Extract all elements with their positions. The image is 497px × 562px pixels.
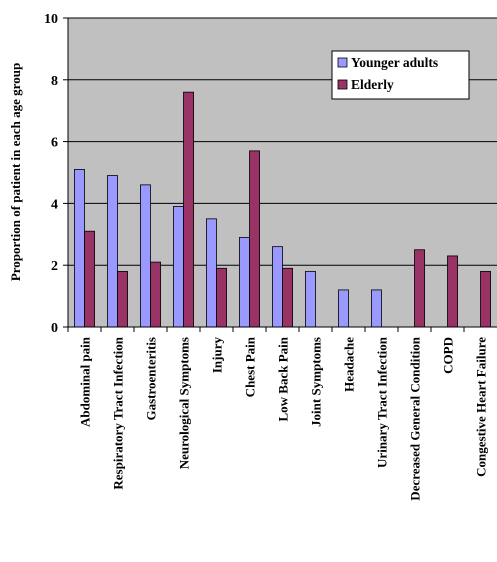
bar-elderly xyxy=(150,261,161,328)
y-tick-label: 8 xyxy=(51,74,58,89)
legend: Younger adults Elderly xyxy=(331,50,470,100)
y-tick-label: 10 xyxy=(44,12,58,27)
bar-elderly xyxy=(282,267,293,328)
bar-younger-adults xyxy=(173,206,184,328)
y-tick-label: 4 xyxy=(51,197,58,212)
bar-elderly xyxy=(117,270,128,328)
bar-elderly xyxy=(249,150,260,328)
x-axis-category-labels: Abdominal pain Respiratory Tract Infectio… xyxy=(67,327,489,501)
bar-elderly xyxy=(183,91,194,328)
x-category-label: Joint Symptoms xyxy=(309,337,324,427)
legend-box xyxy=(331,50,470,100)
bar-elderly xyxy=(447,255,458,328)
bar-younger-adults xyxy=(338,289,349,328)
bar-elderly xyxy=(480,270,491,328)
bar-younger-adults xyxy=(107,175,118,328)
bar-elderly xyxy=(216,267,227,328)
x-category-label: Gastroenteritis xyxy=(144,337,159,421)
x-category-label: Injury xyxy=(210,337,225,374)
y-axis-ticks: 0 2 4 6 8 10 xyxy=(44,12,68,336)
gridlines xyxy=(68,17,497,266)
legend-label-younger-adults: Younger adults xyxy=(351,55,438,70)
x-category-label: Congestive Heart Failure xyxy=(474,337,489,477)
x-category-label: Respiratory Tract Infection xyxy=(111,336,126,489)
x-category-label: COPD xyxy=(441,337,456,374)
y-axis-label: Proportion of patient in each age group xyxy=(8,63,23,281)
bar-elderly xyxy=(84,230,95,328)
bar-elderly xyxy=(414,249,425,328)
legend-swatch-elderly xyxy=(337,79,348,90)
x-category-label: Chest Pain xyxy=(243,336,258,397)
y-tick-label: 6 xyxy=(51,136,58,151)
bar-younger-adults xyxy=(206,218,217,328)
x-category-label: Headache xyxy=(342,337,357,392)
bar-younger-adults xyxy=(371,289,382,328)
bar-younger-adults xyxy=(239,236,250,328)
bar-younger-adults xyxy=(140,184,151,328)
legend-label-elderly: Elderly xyxy=(351,77,394,92)
x-category-label: Low Back Pain xyxy=(276,336,291,421)
y-tick-label: 2 xyxy=(51,259,58,274)
x-category-label: Neurological Symptoms xyxy=(177,337,192,469)
legend-swatch-younger-adults xyxy=(337,57,348,68)
bar-younger-adults xyxy=(74,169,85,328)
x-category-label: Decreased General Condition xyxy=(408,336,423,500)
x-category-label: Abdominal pain xyxy=(78,336,93,427)
bar-younger-adults xyxy=(272,246,283,328)
bar-younger-adults xyxy=(305,270,316,328)
y-tick-label: 0 xyxy=(51,321,58,336)
x-category-label: Urinary Tract Infection xyxy=(375,336,390,468)
